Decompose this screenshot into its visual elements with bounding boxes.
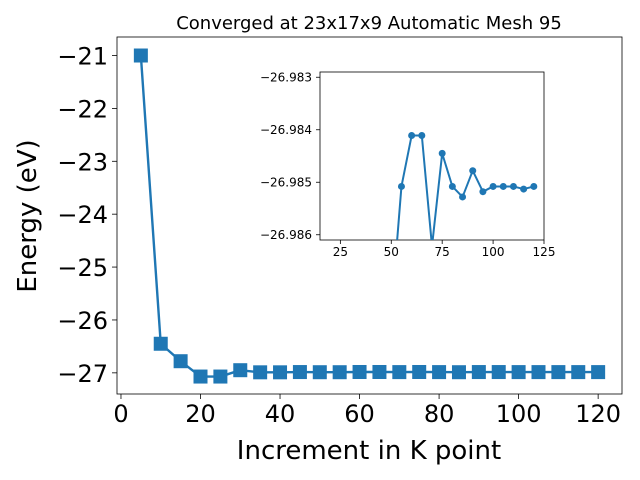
main-x-tick-label: 0 <box>113 400 128 428</box>
main-y-tick-label: −26 <box>57 307 108 335</box>
inset-plot: 25 50 75 100 125 −26.986 −26.985 −26.984 −26.983 <box>260 70 556 317</box>
x-axis-label: Increment in K point <box>237 436 501 466</box>
main-y-tick-label: −27 <box>57 360 108 388</box>
chart-title: Converged at 23x17x9 Automatic Mesh 95 <box>176 13 562 34</box>
main-data-point <box>511 365 526 380</box>
main-data-point <box>133 48 148 63</box>
main-y-tick-label: −25 <box>57 254 108 282</box>
main-data-point <box>213 369 228 384</box>
main-data-point <box>591 365 606 380</box>
main-data-point <box>173 354 188 369</box>
main-data-point <box>471 365 486 380</box>
inset-data-point <box>459 193 467 201</box>
inset-y-tick-label: −26.986 <box>260 228 312 242</box>
main-data-point <box>273 365 288 380</box>
inset-data-point <box>479 188 487 196</box>
main-y-tick-label: −23 <box>57 148 108 176</box>
main-x-tick-label: 80 <box>424 400 455 428</box>
main-data-point <box>292 365 307 380</box>
main-data-point <box>432 365 447 380</box>
main-x-tick-label: 20 <box>185 400 216 428</box>
inset-data-point <box>448 182 456 190</box>
inset-data-point <box>509 182 517 190</box>
inset-data-point <box>520 185 528 193</box>
main-data-point <box>352 364 367 379</box>
main-frame <box>116 36 623 395</box>
main-x-tick-label: 100 <box>496 400 542 428</box>
inset-data-point <box>408 132 416 140</box>
main-data-point <box>372 364 387 379</box>
main-y-tick-label: −22 <box>57 95 108 123</box>
inset-data-point <box>469 167 477 175</box>
main-data-point <box>491 365 506 380</box>
main-data-point <box>531 365 546 380</box>
main-data-point <box>233 363 248 378</box>
main-y-tick-label: −21 <box>57 43 108 71</box>
y-axis-label: Energy (eV) <box>13 139 43 292</box>
main-data-point <box>571 365 586 380</box>
inset-data-point <box>530 182 538 190</box>
inset-x-tick-label: 50 <box>384 245 399 259</box>
main-data-point <box>551 365 566 380</box>
main-y-tick-label: −24 <box>57 201 108 229</box>
inset-data-point <box>397 182 405 190</box>
inset-x-tick-label: 100 <box>482 245 505 259</box>
inset-y-tick-label: −26.985 <box>260 175 312 189</box>
inset-series-line <box>396 134 535 240</box>
inset-frame <box>319 71 545 241</box>
inset-x-tick-label: 125 <box>533 245 556 259</box>
main-data-point <box>332 365 347 380</box>
inset-data-point <box>499 182 507 190</box>
main-data-point <box>312 365 327 380</box>
main-plot: 0 20 40 60 80 100 120 −27 −26 −25 −24 −23 −22 −21 <box>57 36 623 428</box>
main-x-tick-label: 60 <box>344 400 375 428</box>
main-data-point <box>451 365 466 380</box>
inset-data-point <box>418 132 426 140</box>
main-x-tick-label: 40 <box>265 400 296 428</box>
main-data-point <box>392 365 407 380</box>
inset-data-point <box>388 310 395 317</box>
main-data-point <box>412 364 427 379</box>
main-series-line <box>139 55 599 378</box>
inset-x-tick-label: 25 <box>333 245 348 259</box>
inset-data-point <box>489 182 497 190</box>
inset-plot-area <box>388 132 538 317</box>
inset-data-point <box>438 149 446 157</box>
main-data-point <box>253 365 268 380</box>
inset-y-tick-label: −26.983 <box>260 70 312 84</box>
main-data-point <box>153 336 168 351</box>
inset-y-tick-label: −26.984 <box>260 123 312 137</box>
main-plot-area <box>133 48 606 384</box>
main-x-tick-label: 120 <box>575 400 621 428</box>
main-data-point <box>193 369 208 384</box>
inset-x-tick-label: 75 <box>435 245 450 259</box>
